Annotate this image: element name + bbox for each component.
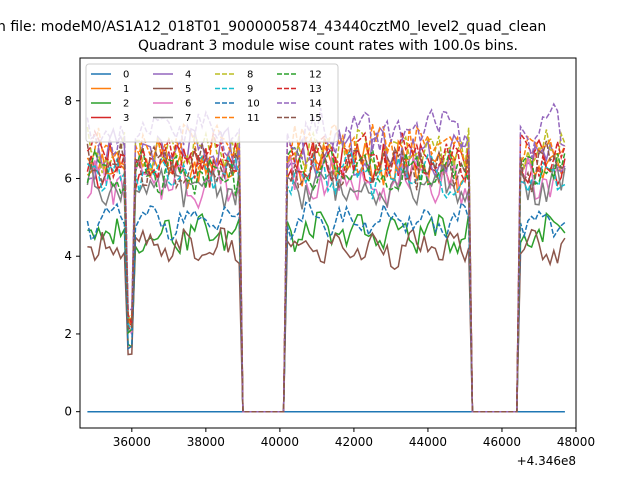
y-tick-label: 0 xyxy=(64,405,72,419)
legend-label-0: 0 xyxy=(123,70,129,81)
series-layer xyxy=(86,102,566,413)
x-tick-label: 40000 xyxy=(261,435,299,449)
legend-label-8: 8 xyxy=(247,70,253,81)
chart-title: Quadrant 3 module wise count rates with … xyxy=(138,38,518,54)
legend-box xyxy=(85,63,339,143)
legend-label-2: 2 xyxy=(123,99,129,110)
x-tick-label: 46000 xyxy=(483,435,521,449)
x-tick-label: 42000 xyxy=(335,435,373,449)
legend-label-12: 12 xyxy=(309,70,322,81)
legend-label-11: 11 xyxy=(247,113,260,124)
legend-label-4: 4 xyxy=(185,70,191,81)
legend-label-10: 10 xyxy=(247,99,260,110)
y-axis: 0 2 4 6 8 xyxy=(64,94,80,419)
legend-label-7: 7 xyxy=(185,113,191,124)
legend-label-3: 3 xyxy=(123,113,129,124)
axes-frame xyxy=(79,57,577,429)
legend-label-15: 15 xyxy=(309,113,322,124)
figure-suptitle: n file: modeM0/AS1A12_018T01_9000005874_… xyxy=(0,19,546,35)
x-offset-label: +4.346e8 xyxy=(517,454,576,468)
x-tick-label: 38000 xyxy=(187,435,225,449)
series-line-10 xyxy=(86,201,566,413)
x-axis: 36000 38000 40000 42000 44000 46000 48000 xyxy=(113,428,595,449)
legend-label-6: 6 xyxy=(185,99,191,110)
x-tick-label: 48000 xyxy=(557,435,595,449)
y-tick-label: 4 xyxy=(64,249,72,263)
legend-label-9: 9 xyxy=(247,84,253,95)
y-tick-label: 8 xyxy=(64,94,72,108)
legend-label-1: 1 xyxy=(123,84,129,95)
legend-label-13: 13 xyxy=(309,84,322,95)
legend-label-14: 14 xyxy=(309,99,322,110)
y-tick-label: 2 xyxy=(64,327,72,341)
x-tick-label: 44000 xyxy=(409,435,447,449)
legend-label-5: 5 xyxy=(185,84,191,95)
series-line-15 xyxy=(86,138,566,413)
x-tick-label: 36000 xyxy=(113,435,151,449)
y-tick-label: 6 xyxy=(64,171,72,185)
